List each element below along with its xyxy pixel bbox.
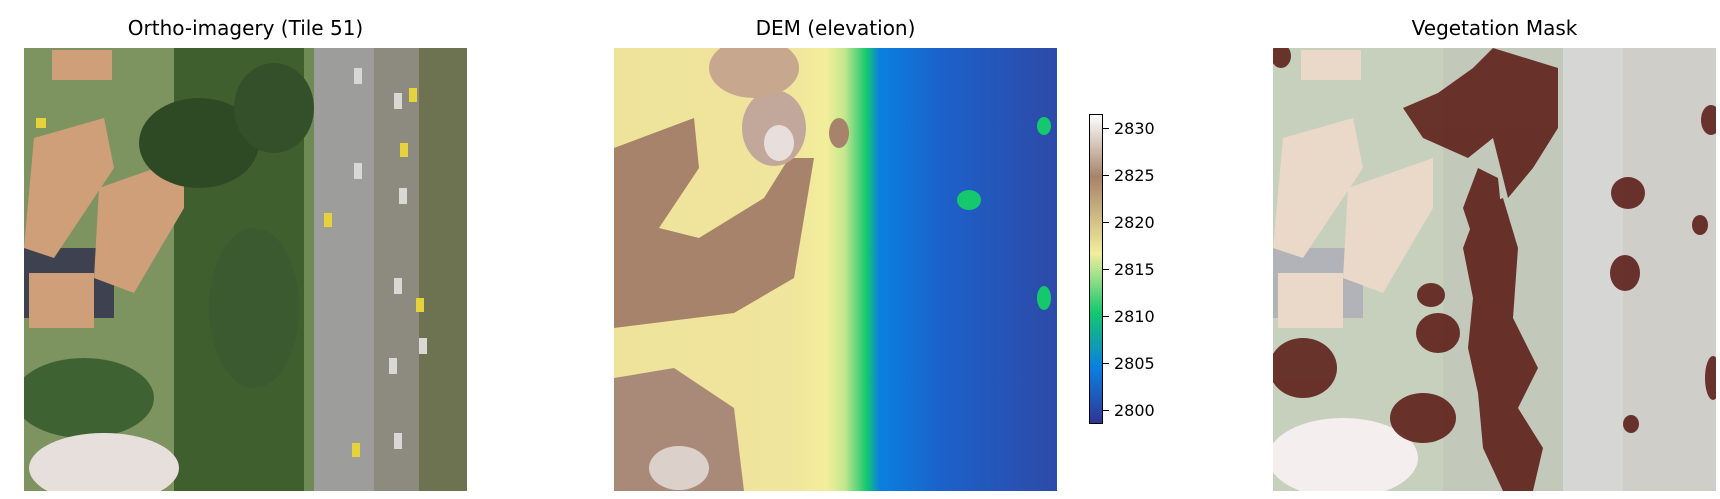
colorbar-tick	[1103, 363, 1109, 364]
colorbar-tick-label: 2805	[1114, 354, 1155, 373]
colorbar-tick-label: 2830	[1114, 119, 1155, 138]
colorbar-tick	[1103, 410, 1109, 411]
dem-image	[614, 48, 1057, 491]
colorbar-tick-label: 2815	[1114, 260, 1155, 279]
colorbar-tick	[1103, 316, 1109, 317]
colorbar-tick-label: 2800	[1114, 401, 1155, 420]
colorbar-tick-label: 2810	[1114, 307, 1155, 326]
colorbar-tick	[1103, 175, 1109, 176]
dem-title: DEM (elevation)	[755, 16, 916, 40]
colorbar-tick	[1103, 269, 1109, 270]
colorbar-tick-label: 2820	[1114, 213, 1155, 232]
vegetation-mask-image	[1273, 48, 1716, 491]
ortho-title: Ortho-imagery (Tile 51)	[127, 16, 364, 40]
colorbar-tick-label: 2825	[1114, 166, 1155, 185]
colorbar-tick	[1103, 128, 1109, 129]
colorbar-tick	[1103, 222, 1109, 223]
ortho-image	[24, 48, 467, 491]
vegetation-mask-title: Vegetation Mask	[1411, 16, 1578, 40]
elevation-colorbar	[1089, 114, 1103, 424]
